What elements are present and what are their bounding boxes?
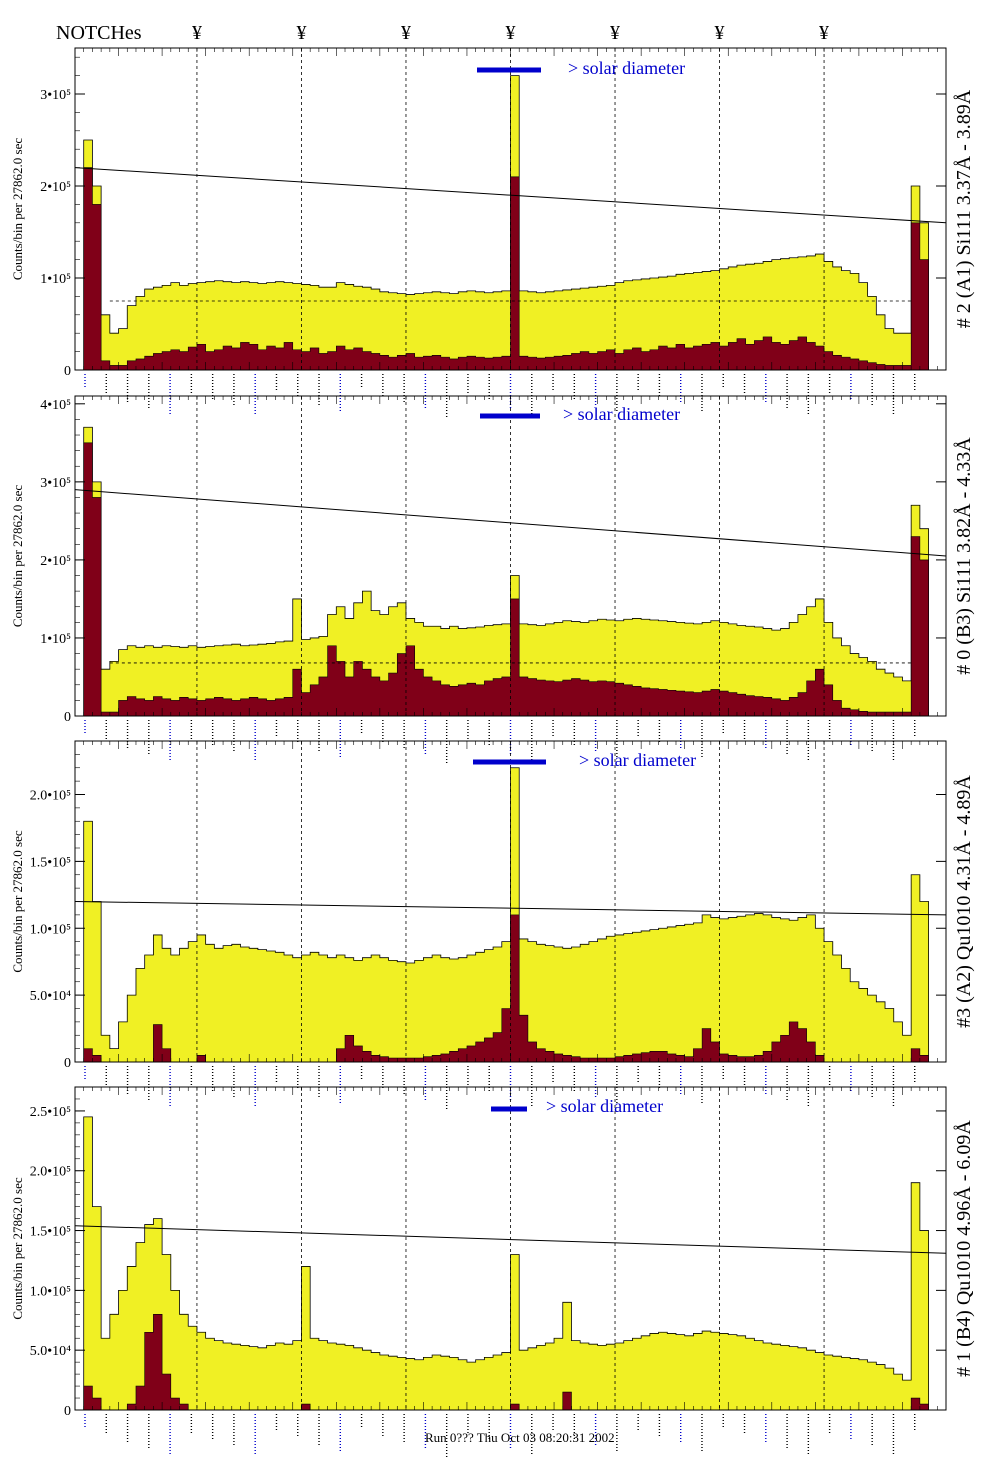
- y-tick-label: 1.5•10⁵: [30, 1225, 71, 1240]
- notch-markers: ¥ ¥ ¥ ¥ ¥ ¥ ¥: [192, 22, 829, 44]
- y-tick-label: 3•10⁵: [40, 88, 71, 103]
- y-tick-label: 1•10⁵: [40, 272, 71, 287]
- y-tick-label: 2.0•10⁵: [30, 1165, 71, 1180]
- run-timestamp: Run 0??? Thu Oct 03 08:20:31 2002: [425, 1430, 615, 1445]
- y-tick-label: 2•10⁵: [40, 180, 71, 195]
- y-tick-label: 1.5•10⁵: [30, 855, 71, 870]
- notch-symbol: ¥: [610, 22, 620, 44]
- y-tick-label: 1•10⁵: [40, 632, 71, 647]
- panels-group: 0 1•10⁵ 2•10⁵ 3•10⁵ Counts/bin per 27862.0 s…: [10, 47, 975, 1457]
- y-tick-label: 0: [64, 1056, 71, 1071]
- y-tick-label: 2.0•10⁵: [30, 789, 71, 804]
- y-tick-label: 4•10⁵: [40, 398, 71, 413]
- y-tick-label: 3•10⁵: [40, 476, 71, 491]
- y-axis-label: Counts/bin per 27862.0 sec: [10, 1177, 25, 1319]
- y-tick-label: 0: [64, 364, 71, 379]
- panel-1: 0 1•10⁵ 2•10⁵ 3•10⁵ 4•10⁵ Counts/bin per 2786…: [10, 395, 975, 763]
- effective-area-line: [74, 167, 947, 224]
- y-tick-label: 5.0•10⁴: [30, 1344, 71, 1359]
- panel-title: # 2 (A1) Si111 3.37Å - 3.89Å: [953, 89, 975, 328]
- legend-text: > solar diameter: [579, 750, 696, 770]
- y-tick-label: 0: [64, 710, 71, 725]
- counts-histogram: [75, 426, 946, 717]
- effective-area-line: [74, 901, 947, 916]
- legend-text: > solar diameter: [563, 404, 680, 424]
- notch-symbol: ¥: [715, 22, 725, 44]
- y-tick-label: 1.0•10⁵: [30, 922, 71, 937]
- legend-text: > solar diameter: [546, 1096, 663, 1116]
- y-tick-label: 1.0•10⁵: [30, 1284, 71, 1299]
- notch-symbol: ¥: [401, 22, 411, 44]
- y-axis-label: Counts/bin per 27862.0 sec: [10, 830, 25, 972]
- panel-title: # 1 (B4) Qu1010 4.96Å - 6.09Å: [953, 1120, 975, 1377]
- notch-symbol: ¥: [819, 22, 829, 44]
- y-axis-label: Counts/bin per 27862.0 sec: [10, 485, 25, 627]
- panel-3: 0 5.0•10⁴ 1.0•10⁵ 1.5•10⁵ 2.0•10⁵ 2.5•10⁵ Coun…: [10, 1086, 975, 1457]
- y-tick-label: 5.0•10⁴: [30, 989, 71, 1004]
- y-tick-label: 2•10⁵: [40, 554, 71, 569]
- notch-symbol: ¥: [296, 22, 306, 44]
- legend-text: > solar diameter: [568, 58, 685, 78]
- notches-label: NOTCHes: [56, 22, 142, 44]
- panel-2: 0 5.0•10⁴ 1.0•10⁵ 1.5•10⁵ 2.0•10⁵ Counts/bin …: [10, 740, 975, 1109]
- y-tick-label: 0: [64, 1404, 71, 1419]
- notch-symbol: ¥: [506, 22, 516, 44]
- panel-title: # 0 (B3) Si111 3.82Å - 4.33Å: [953, 437, 975, 675]
- notch-symbol: ¥: [192, 22, 202, 44]
- y-tick-label: 2.5•10⁵: [30, 1105, 71, 1120]
- panel-0: 0 1•10⁵ 2•10⁵ 3•10⁵ Counts/bin per 27862.0 s…: [10, 47, 975, 417]
- y-axis-label: Counts/bin per 27862.0 sec: [10, 138, 25, 280]
- panel-title: #3 (A2) Qu1010 4.31Å - 4.89Å: [953, 775, 975, 1028]
